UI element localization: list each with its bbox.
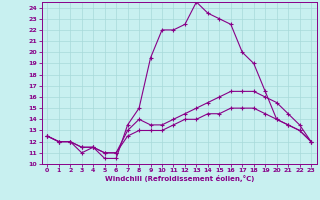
- X-axis label: Windchill (Refroidissement éolien,°C): Windchill (Refroidissement éolien,°C): [105, 175, 254, 182]
